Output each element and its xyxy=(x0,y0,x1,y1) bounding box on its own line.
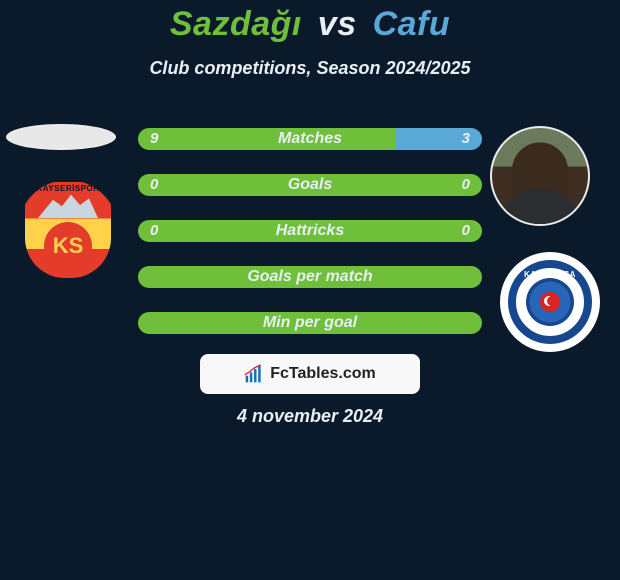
row-mpg-label: Min per goal xyxy=(138,312,482,334)
title-vs: vs xyxy=(318,5,357,43)
row-goals-label: Goals xyxy=(138,174,482,196)
club1-name: KAYSERİSPOR xyxy=(25,184,111,193)
row-hattricks: 0 Hattricks 0 xyxy=(138,220,482,242)
comparison-card: Sazdağı vs Cafu Club competitions, Seaso… xyxy=(0,0,620,580)
club1-badge: KAYSERİSPOR KS xyxy=(18,180,118,280)
mountain-icon xyxy=(38,192,98,218)
page-title: Sazdağı vs Cafu xyxy=(0,6,620,43)
row-hattricks-right-value: 0 xyxy=(462,220,470,242)
player-photo-placeholder xyxy=(492,128,588,224)
row-goals-right-value: 0 xyxy=(462,174,470,196)
title-player1: Sazdağı xyxy=(170,5,302,43)
subtitle: Club competitions, Season 2024/2025 xyxy=(0,58,620,79)
kasimpasa-inner xyxy=(526,278,574,326)
comparison-bars: 9 Matches 3 0 Goals 0 0 Hattricks 0 Goal… xyxy=(138,128,482,358)
kayserispor-logo: KAYSERİSPOR KS xyxy=(25,182,111,278)
club1-initials: KS xyxy=(44,222,92,270)
row-gpm: Goals per match xyxy=(138,266,482,288)
turkish-flag-icon xyxy=(540,292,560,312)
brand-box: FcTables.com xyxy=(200,354,420,394)
row-matches-right-value: 3 xyxy=(462,128,470,150)
row-gpm-label: Goals per match xyxy=(138,266,482,288)
row-hattricks-label: Hattricks xyxy=(138,220,482,242)
bar-chart-icon xyxy=(244,364,264,384)
player2-photo xyxy=(490,126,590,226)
title-player2: Cafu xyxy=(373,5,451,43)
row-mpg: Min per goal xyxy=(138,312,482,334)
brand-text: FcTables.com xyxy=(270,365,376,383)
date-text: 4 november 2024 xyxy=(0,406,620,427)
player1-photo-oval xyxy=(6,124,116,150)
row-matches-label: Matches xyxy=(138,128,482,150)
row-matches: 9 Matches 3 xyxy=(138,128,482,150)
row-goals: 0 Goals 0 xyxy=(138,174,482,196)
club2-badge: KASIMPAŞA xyxy=(500,252,600,352)
kasimpasa-logo: KASIMPAŞA xyxy=(508,260,592,344)
